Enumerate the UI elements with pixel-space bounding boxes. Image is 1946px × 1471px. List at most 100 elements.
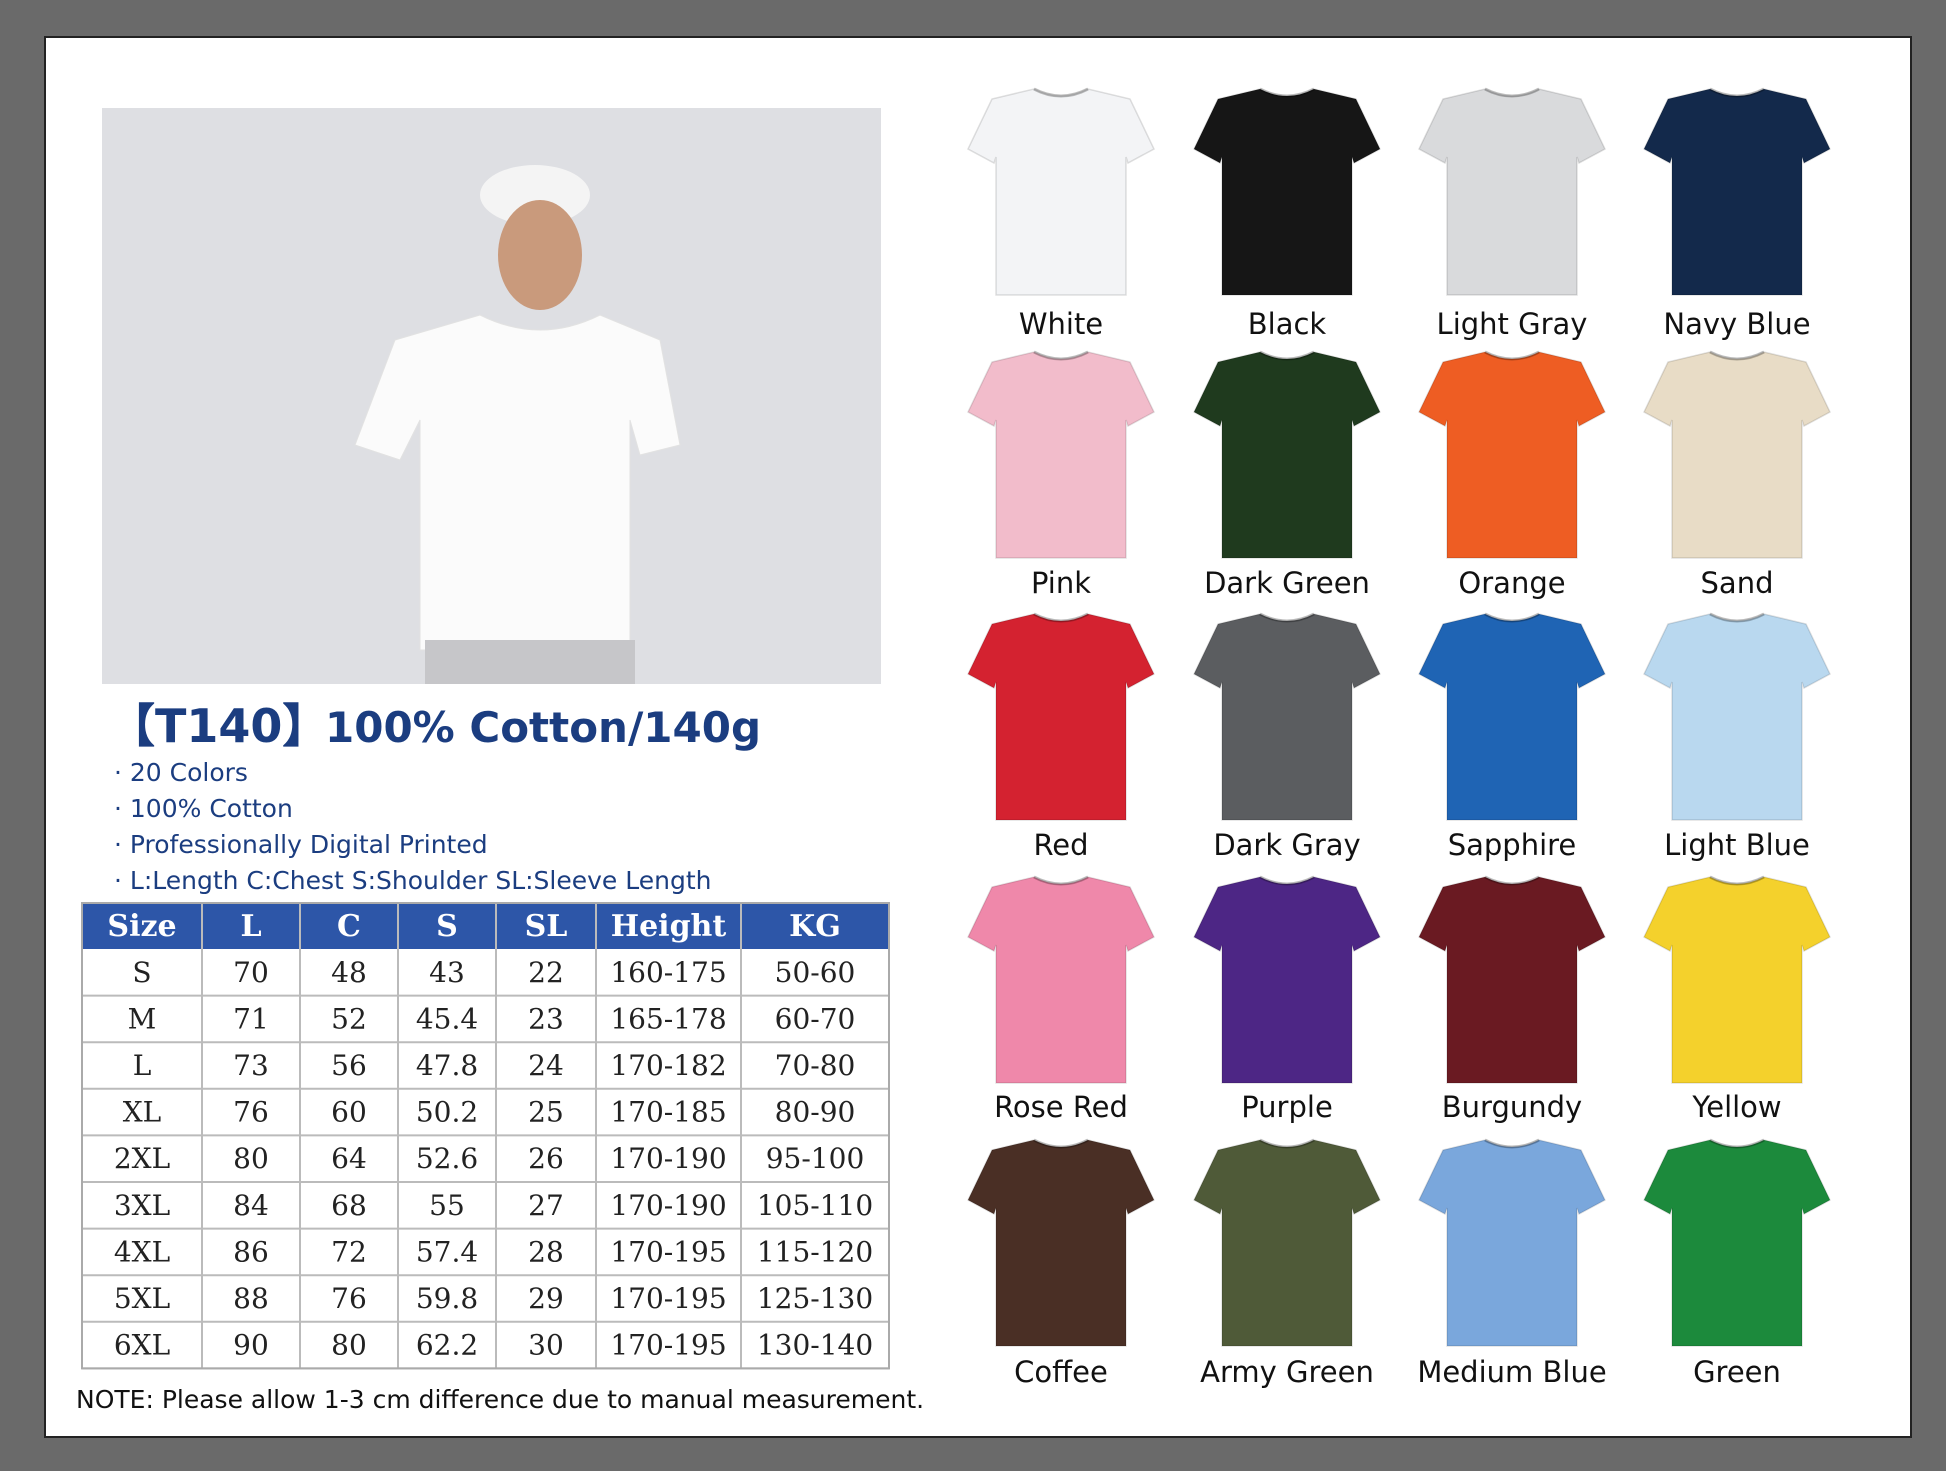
table-cell: 43 — [429, 956, 465, 989]
color-name: Green — [1693, 1355, 1781, 1389]
table-cell: 170-195 — [610, 1329, 726, 1362]
table-cell: 68 — [331, 1189, 367, 1222]
shirt-collar — [1259, 875, 1315, 886]
table-cell: 6XL — [114, 1329, 170, 1362]
shirt-collar — [1033, 875, 1089, 886]
header-cell: S — [436, 909, 458, 944]
table-cell: 62.2 — [416, 1329, 478, 1362]
table-cell: 76 — [331, 1282, 367, 1315]
header-cell: KG — [789, 909, 841, 944]
table-cell: 165-178 — [610, 1002, 726, 1035]
table-cell: 28 — [528, 1235, 564, 1268]
shirt — [1193, 87, 1381, 296]
table-cell: 70 — [233, 956, 269, 989]
table-cell: 84 — [233, 1189, 269, 1222]
shirt-collar — [1259, 87, 1315, 98]
table-cell: 105-110 — [757, 1189, 873, 1222]
color-name: Army Green — [1200, 1355, 1374, 1389]
table-cell: 59.8 — [416, 1282, 478, 1315]
table-cell: 115-120 — [757, 1235, 873, 1268]
color-name: Dark Gray — [1213, 828, 1360, 862]
shirt-collar — [1033, 87, 1089, 98]
shirt-collar — [1709, 875, 1765, 886]
header-cell: L — [240, 909, 261, 944]
table-cell: S — [132, 956, 151, 989]
table-border — [81, 902, 890, 1370]
table-cell: 73 — [233, 1049, 269, 1082]
shirt-body — [1418, 1139, 1606, 1347]
color-name: Sand — [1701, 566, 1774, 600]
shirt — [967, 875, 1155, 1084]
shirt-body — [1643, 351, 1831, 559]
table-cell: 170-190 — [610, 1142, 726, 1175]
note: NOTE: Please allow 1-3 cm difference due… — [76, 1385, 924, 1414]
shirt-body — [1193, 613, 1381, 821]
table-cell: 27 — [528, 1189, 564, 1222]
shirt-collar — [1484, 350, 1540, 361]
table-cell: 50-60 — [775, 956, 856, 989]
shirt-collar — [1259, 1138, 1315, 1149]
table-cell: 170-195 — [610, 1282, 726, 1315]
shirt-body — [1418, 351, 1606, 559]
shirt-body — [1193, 351, 1381, 559]
table-cell: 86 — [233, 1235, 269, 1268]
shirt-collar — [1033, 1138, 1089, 1149]
shirt — [1643, 875, 1831, 1084]
photo — [102, 108, 881, 684]
table-cell: 25 — [528, 1096, 564, 1129]
table-cell: 2XL — [114, 1142, 170, 1175]
color-name: Black — [1248, 307, 1327, 341]
shirt — [967, 612, 1155, 821]
table-cell: 48 — [331, 956, 367, 989]
header-cell: C — [337, 909, 361, 944]
shirt-collar — [1484, 612, 1540, 623]
table-cell: 130-140 — [757, 1329, 873, 1362]
shirt — [1418, 875, 1606, 1084]
shirt-body — [1418, 613, 1606, 821]
shirt-collar — [1033, 612, 1089, 623]
shirt-collar — [1709, 350, 1765, 361]
color-name: Rose Red — [994, 1090, 1128, 1124]
shirt-collar — [1484, 87, 1540, 98]
shirt-body — [967, 88, 1155, 296]
color-name: Burgundy — [1442, 1090, 1582, 1124]
table-cell: 64 — [331, 1142, 367, 1175]
table-cell: 125-130 — [757, 1282, 873, 1315]
shirt-body — [1193, 1139, 1381, 1347]
shirt — [1418, 612, 1606, 821]
shirt — [967, 350, 1155, 559]
table-cell: 72 — [331, 1235, 367, 1268]
shirt — [1193, 1138, 1381, 1347]
table-cell: 52.6 — [416, 1142, 478, 1175]
color-name: Purple — [1241, 1090, 1333, 1124]
shirt — [1193, 612, 1381, 821]
table-cell: 60-70 — [775, 1002, 856, 1035]
table-cell: 80-90 — [775, 1096, 856, 1129]
table-cell: XL — [123, 1096, 162, 1129]
shirt-collar — [1709, 612, 1765, 623]
color-name: Yellow — [1691, 1090, 1781, 1124]
table-cell: 26 — [528, 1142, 564, 1175]
shirt-collar — [1709, 1138, 1765, 1149]
shirt — [1193, 350, 1381, 559]
shirt — [1643, 612, 1831, 821]
table-cell: 170-190 — [610, 1189, 726, 1222]
product-title: 100% Cotton/140g — [325, 703, 761, 752]
color-name: White — [1019, 307, 1103, 341]
shirt-body — [1643, 1139, 1831, 1347]
table-cell: 88 — [233, 1282, 269, 1315]
table-cell: 45.4 — [416, 1002, 478, 1035]
feature: · 100% Cotton — [114, 794, 293, 823]
table-cell: 50.2 — [416, 1096, 478, 1129]
color-name: Sapphire — [1448, 828, 1577, 862]
shirt-body — [967, 351, 1155, 559]
product-code: 【T140】 — [109, 699, 328, 753]
table-cell: 29 — [528, 1282, 564, 1315]
table-cell: 80 — [331, 1329, 367, 1362]
color-name: Dark Green — [1204, 566, 1370, 600]
shirt-body — [1643, 876, 1831, 1084]
shirt-body — [1418, 876, 1606, 1084]
table-cell: 22 — [528, 956, 564, 989]
table-header — [82, 903, 889, 949]
